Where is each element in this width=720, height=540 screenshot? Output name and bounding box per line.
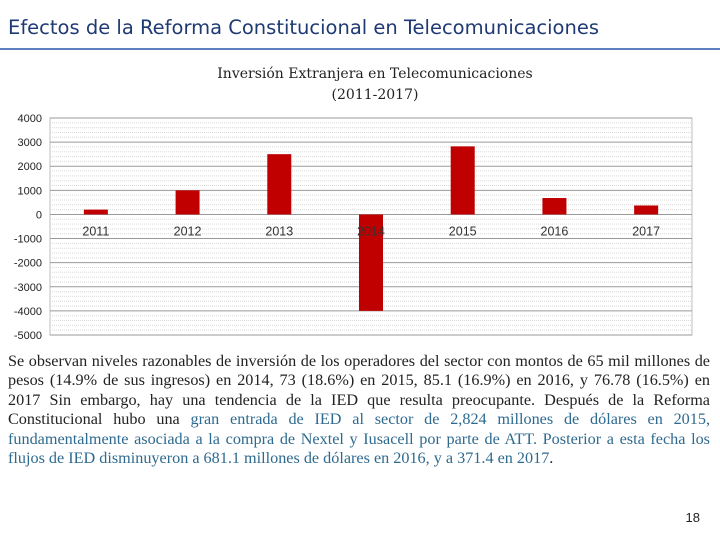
bar <box>450 146 475 215</box>
y-tick-label: 4000 <box>18 113 42 125</box>
bar <box>634 205 659 215</box>
bar <box>267 154 292 215</box>
y-tick-label: 0 <box>36 209 42 221</box>
chart-subtitle: (2011-2017) <box>331 87 419 103</box>
y-tick-label: 3000 <box>18 137 42 149</box>
x-tick-label: 2017 <box>632 224 660 238</box>
x-tick-label: 2011 <box>82 224 109 238</box>
title-divider <box>0 48 720 50</box>
bar <box>359 214 383 311</box>
x-tick-label: 2014 <box>357 224 385 238</box>
x-tick-label: 2016 <box>541 224 569 238</box>
bar <box>175 190 200 215</box>
x-tick-label: 2012 <box>174 224 202 238</box>
x-tick-label: 2015 <box>449 224 477 238</box>
chart-title-block: Inversión Extranjera en Telecomunicacion… <box>160 64 590 106</box>
bar <box>83 209 108 215</box>
chart-title: Inversión Extranjera en Telecomunicacion… <box>217 66 533 82</box>
bar-chart: 4000 3000 2000 1000 0 -1000 -2000 -3000 -4000 -50… <box>14 113 693 342</box>
body-text-end: . <box>549 449 554 468</box>
body-paragraph: Se observan niveles razonables de invers… <box>8 352 710 468</box>
y-tick-label: -4000 <box>14 306 42 318</box>
slide-title: Efectos de la Reforma Constitucional en … <box>8 16 599 39</box>
body-text-highlight: gran entrada de IED al sector de 2,824 m… <box>8 410 711 468</box>
y-tick-label: -3000 <box>14 282 42 294</box>
body-text-plain: Se observan niveles razonables de invers… <box>8 352 710 429</box>
page-number: 18 <box>685 510 700 525</box>
y-tick-label: 1000 <box>18 185 42 197</box>
x-tick-label: 2013 <box>265 224 293 238</box>
y-tick-label: -1000 <box>14 234 42 246</box>
bar <box>542 198 567 215</box>
y-tick-label: -2000 <box>14 258 42 270</box>
y-tick-label: -5000 <box>14 330 42 342</box>
y-tick-label: 2000 <box>18 161 42 173</box>
